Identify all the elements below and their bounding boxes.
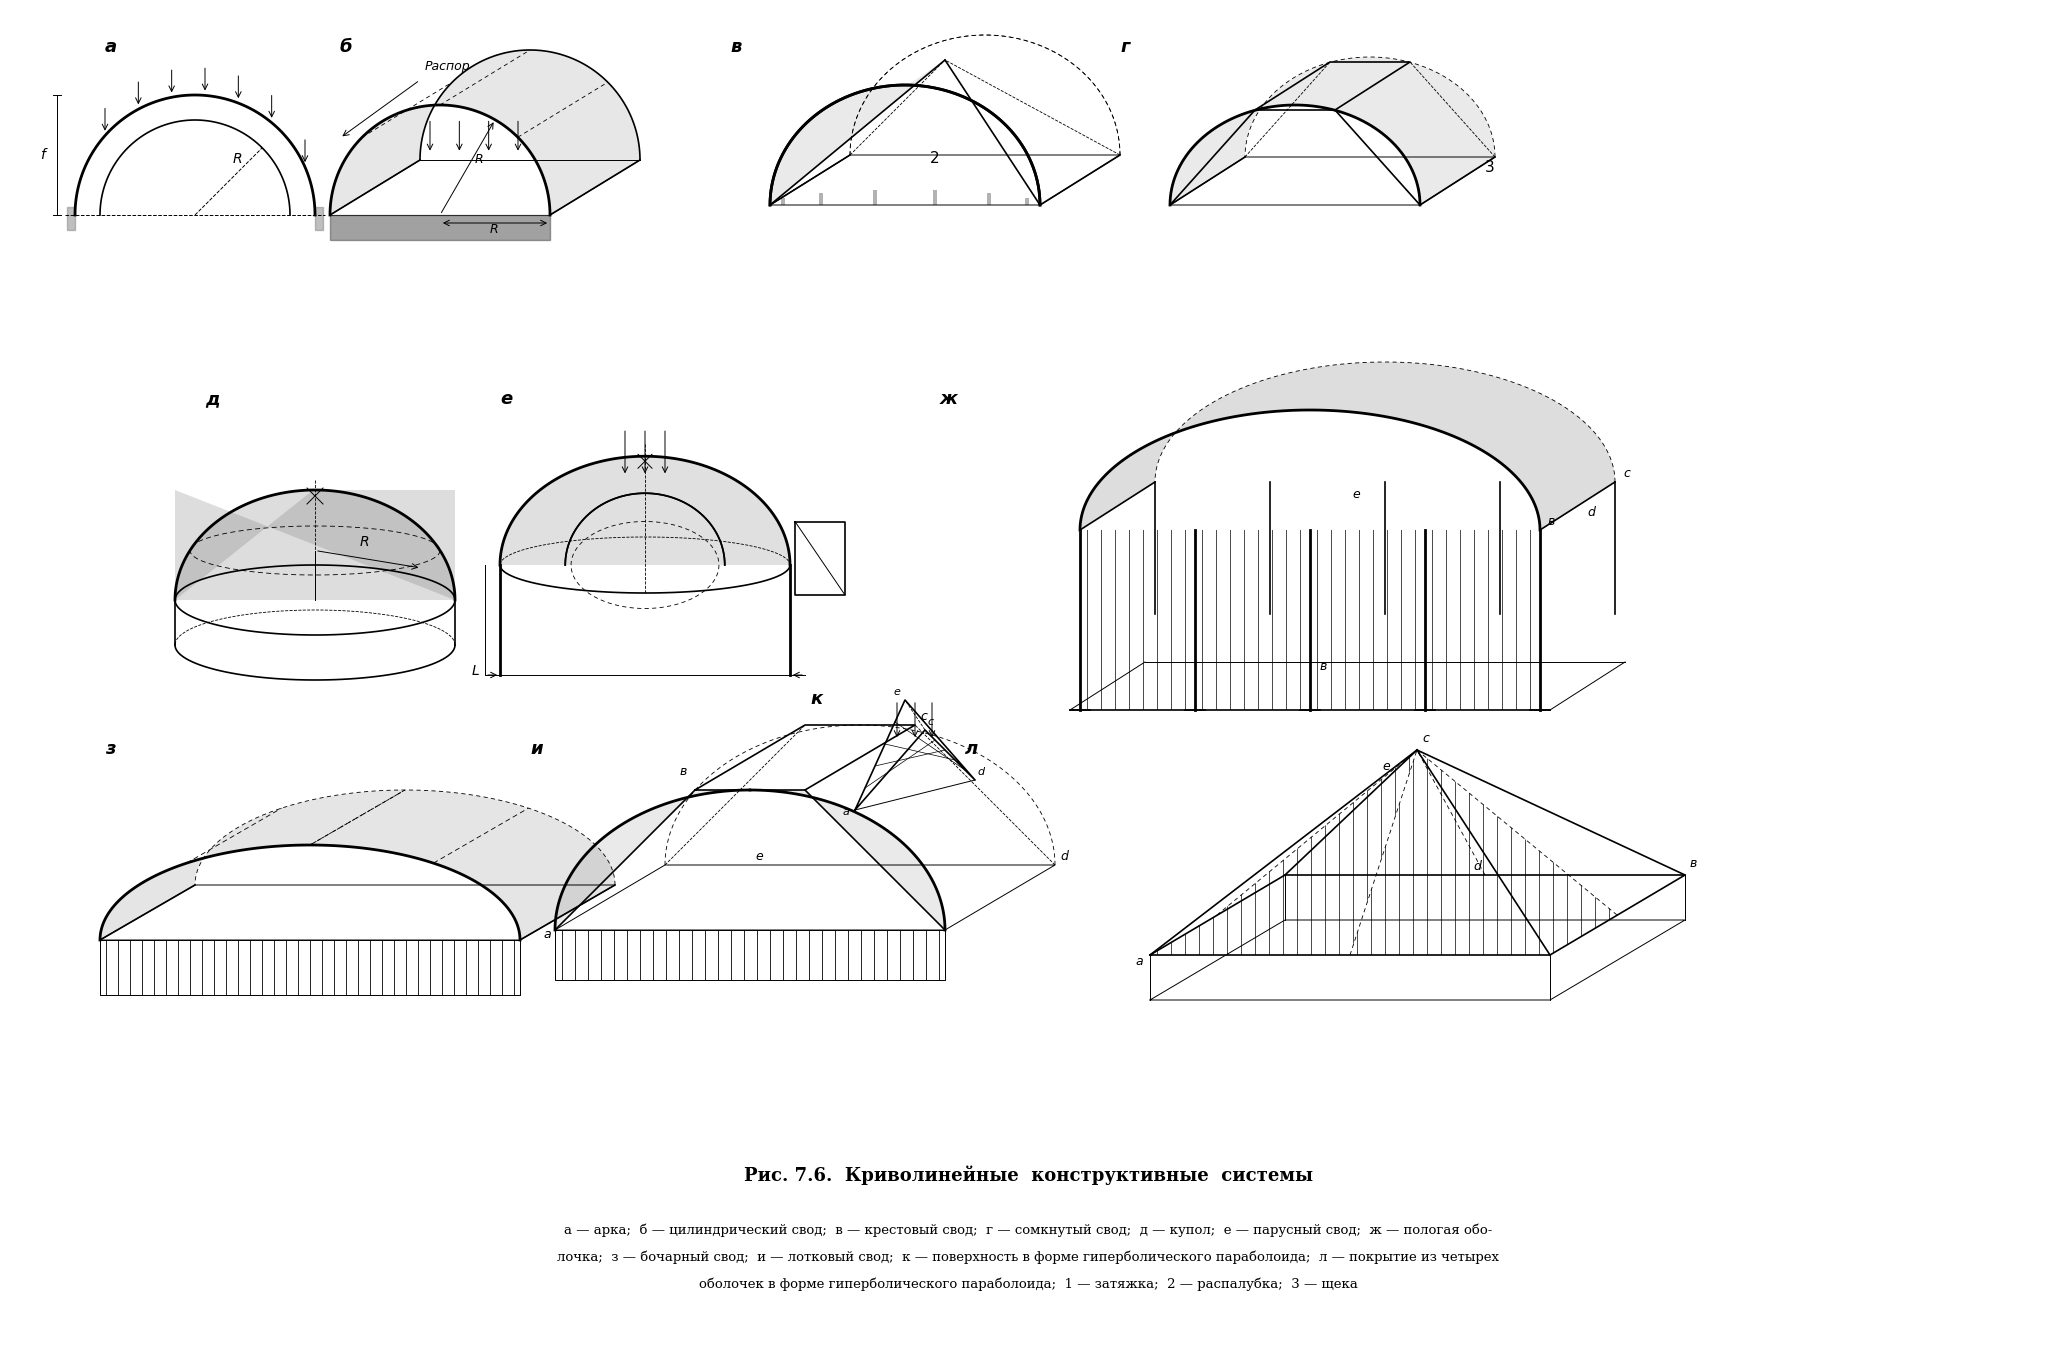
Text: 2: 2 bbox=[929, 151, 940, 166]
Text: e: e bbox=[892, 687, 901, 696]
Text: б: б bbox=[339, 38, 354, 57]
Text: л: л bbox=[964, 740, 979, 758]
Text: f: f bbox=[41, 148, 45, 162]
Text: c: c bbox=[1622, 467, 1630, 480]
Polygon shape bbox=[933, 190, 938, 205]
Polygon shape bbox=[68, 207, 74, 230]
Text: e: e bbox=[1353, 488, 1359, 501]
Polygon shape bbox=[781, 198, 785, 205]
Polygon shape bbox=[175, 490, 454, 599]
Text: c: c bbox=[919, 710, 927, 723]
Text: d: d bbox=[1061, 850, 1067, 863]
Text: d: d bbox=[1587, 506, 1595, 519]
Text: в: в bbox=[1320, 660, 1328, 674]
Text: Рис. 7.6.  Криволинейные  конструктивные  системы: Рис. 7.6. Криволинейные конструктивные с… bbox=[744, 1165, 1312, 1185]
Text: з: з bbox=[105, 740, 115, 758]
Text: оболочек в форме гиперболического параболоида;  1 — затяжка;  2 — распалубка;  3: оболочек в форме гиперболического парабо… bbox=[699, 1277, 1357, 1290]
Text: c: c bbox=[1423, 731, 1429, 745]
Text: ж: ж bbox=[940, 391, 958, 408]
Text: в: в bbox=[1690, 857, 1698, 870]
Text: в: в bbox=[681, 765, 687, 779]
Text: R: R bbox=[475, 152, 483, 166]
Polygon shape bbox=[175, 490, 454, 599]
Text: е: е bbox=[500, 391, 512, 408]
Text: d: d bbox=[1472, 859, 1480, 873]
Text: к: к bbox=[810, 690, 822, 709]
Text: L: L bbox=[473, 664, 479, 678]
Text: a: a bbox=[843, 807, 849, 818]
Polygon shape bbox=[331, 50, 639, 216]
Polygon shape bbox=[101, 789, 615, 940]
Text: лочка;  з — бочарный свод;  и — лотковый свод;  к — поверхность в форме гипербол: лочка; з — бочарный свод; и — лотковый с… bbox=[557, 1250, 1499, 1263]
Text: d: d bbox=[977, 766, 985, 777]
Text: a: a bbox=[1135, 955, 1143, 968]
Text: а — арка;  б — цилиндрический свод;  в — крестовый свод;  г — сомкнутый свод;  д: а — арка; б — цилиндрический свод; в — к… bbox=[563, 1223, 1493, 1237]
Text: c: c bbox=[927, 717, 933, 727]
Text: в: в bbox=[1548, 515, 1556, 528]
Text: e: e bbox=[755, 850, 763, 863]
Polygon shape bbox=[1024, 198, 1028, 205]
Polygon shape bbox=[987, 193, 991, 205]
Text: e: e bbox=[1382, 760, 1390, 773]
Polygon shape bbox=[1079, 362, 1616, 529]
Polygon shape bbox=[750, 789, 946, 929]
Text: г: г bbox=[1121, 38, 1129, 57]
Text: а: а bbox=[105, 38, 117, 57]
Polygon shape bbox=[331, 216, 551, 240]
Polygon shape bbox=[500, 457, 790, 564]
Text: д: д bbox=[206, 391, 220, 408]
Text: R: R bbox=[232, 152, 243, 166]
Text: 3: 3 bbox=[1484, 160, 1495, 175]
Polygon shape bbox=[818, 193, 822, 205]
Text: R: R bbox=[360, 535, 370, 548]
Polygon shape bbox=[771, 61, 946, 205]
Text: R: R bbox=[489, 224, 500, 236]
Text: Распор: Распор bbox=[426, 61, 471, 73]
Text: и: и bbox=[530, 740, 543, 758]
Polygon shape bbox=[315, 207, 323, 230]
Text: a: a bbox=[543, 928, 551, 942]
Text: в: в bbox=[730, 38, 742, 57]
Polygon shape bbox=[555, 789, 750, 929]
Polygon shape bbox=[1170, 57, 1495, 205]
Polygon shape bbox=[874, 190, 878, 205]
